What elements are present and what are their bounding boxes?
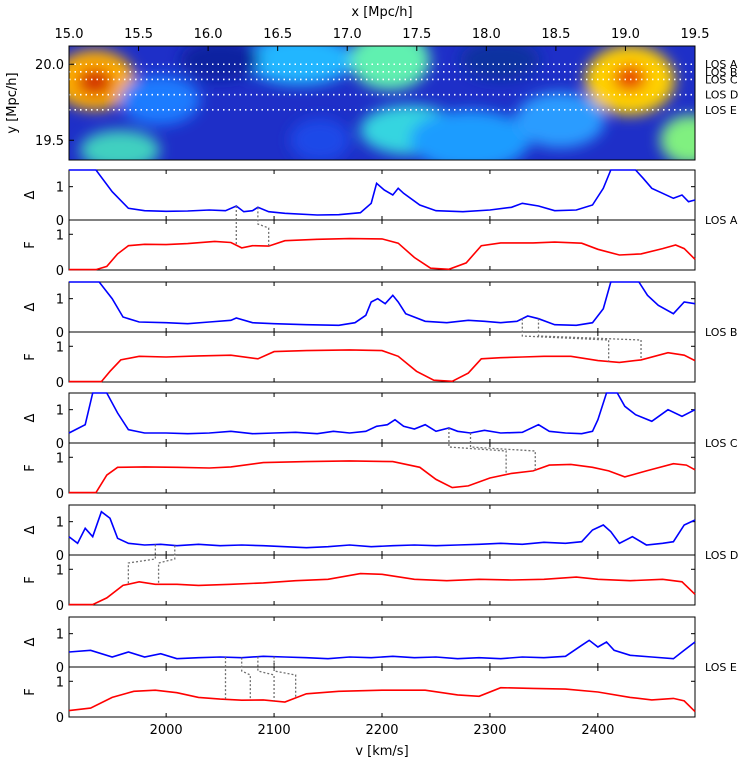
flux-y-tick-label: 0 <box>56 264 64 279</box>
panel-los-label: LOS B <box>705 326 737 339</box>
flux-y-tick-label: 1 <box>56 563 64 578</box>
flux-curve <box>69 237 696 271</box>
delta-y-tick-label: 1 <box>56 516 64 531</box>
flux-curve <box>69 460 696 494</box>
velocity-x-tick-label: 2200 <box>365 723 398 738</box>
flux-y-tick-label: 0 <box>56 487 64 502</box>
delta-axis-label: Δ <box>23 525 38 534</box>
feature-connector <box>521 318 610 362</box>
delta-y-tick-label: 0 <box>56 437 64 452</box>
delta-y-tick-label: 1 <box>56 628 64 643</box>
map-x-tick-label: 18.5 <box>541 27 570 42</box>
panel-los-label: LOS C <box>705 437 738 450</box>
feature-connector <box>157 545 176 585</box>
velocity-x-tick-label: 2100 <box>258 723 291 738</box>
delta-y-tick-label: 0 <box>56 326 64 341</box>
density-curve <box>69 169 696 216</box>
map-y-tick-label: 19.5 <box>35 134 64 149</box>
map-y-tick-label: 20.0 <box>35 58 64 73</box>
map-x-tick-label: 15.5 <box>124 27 153 42</box>
flux-curve <box>69 349 696 383</box>
delta-axes <box>68 169 696 221</box>
flux-axis-label: F <box>23 464 38 471</box>
delta-axis-label: Δ <box>23 190 38 199</box>
delta-y-tick-label: 1 <box>56 181 64 196</box>
delta-y-tick-label: 0 <box>56 661 64 676</box>
flux-curve <box>69 572 696 606</box>
sightline-label: LOS B <box>705 66 737 79</box>
delta-axes <box>68 504 696 556</box>
flux-y-tick-label: 0 <box>56 599 64 614</box>
flux-y-tick-label: 1 <box>56 228 64 243</box>
sightline-label: LOS D <box>705 89 738 102</box>
sightline-label: LOS C <box>705 73 738 86</box>
velocity-x-tick-label: 2300 <box>473 723 506 738</box>
delta-y-tick-label: 0 <box>56 549 64 564</box>
map-x-tick-label: 16.5 <box>263 27 292 42</box>
map-x-tick-label: 17.0 <box>333 27 362 42</box>
feature-connector <box>273 656 297 698</box>
feature-connector <box>127 544 156 585</box>
feature-connector <box>257 656 275 701</box>
panel-los-label: LOS E <box>705 661 737 674</box>
map-x-label: x [Mpc/h] <box>351 5 412 20</box>
panel-los-label: LOS D <box>705 549 738 562</box>
feature-connector <box>241 657 251 701</box>
delta-axes <box>68 281 696 333</box>
map-x-tick-label: 19.0 <box>611 27 640 42</box>
flux-y-tick-label: 1 <box>56 675 64 690</box>
map-x-tick-label: 17.5 <box>402 27 431 42</box>
delta-y-tick-label: 0 <box>56 214 64 229</box>
delta-axis-label: Δ <box>23 637 38 646</box>
flux-axes <box>68 442 696 494</box>
velocity-x-tick-label: 2000 <box>150 723 183 738</box>
map-x-tick-label: 19.5 <box>681 27 710 42</box>
map-y-label: y [Mpc/h] <box>5 72 20 133</box>
sightline-label: LOS E <box>705 104 737 117</box>
velocity-x-label: v [km/s] <box>355 744 408 759</box>
delta-axes <box>68 616 696 668</box>
flux-axis-label: F <box>23 576 38 583</box>
flux-y-tick-label: 0 <box>56 711 64 726</box>
feature-connector <box>537 318 642 360</box>
velocity-x-tick-label: 2400 <box>581 723 614 738</box>
delta-axes <box>68 392 696 444</box>
delta-y-tick-label: 1 <box>56 293 64 308</box>
delta-y-tick-label: 1 <box>56 404 64 419</box>
flux-y-tick-label: 0 <box>56 376 64 391</box>
flux-axis-label: F <box>23 241 38 248</box>
density-curve <box>69 281 696 327</box>
map-axes: 15.0 15.5 16.0 16.5 17.0 17.5 18.0 18.5 19.0 19.5… <box>35 27 738 149</box>
panel-los-label: LOS A <box>705 214 738 227</box>
flux-y-tick-label: 1 <box>56 451 64 466</box>
density-curve <box>68 392 696 435</box>
density-map <box>68 45 696 161</box>
flux-axis-label: F <box>23 353 38 360</box>
feature-connector <box>448 428 507 475</box>
delta-axis-label: Δ <box>23 302 38 311</box>
delta-axis-label: Δ <box>23 413 38 422</box>
flux-y-tick-label: 1 <box>56 340 64 355</box>
map-x-tick-label: 16.0 <box>194 27 223 42</box>
sightline-label: LOS A <box>705 58 738 71</box>
map-x-tick-label: 18.0 <box>472 27 501 42</box>
feature-connector <box>257 207 270 247</box>
feature-connector <box>469 433 536 471</box>
map-x-tick-label: 15.0 <box>55 27 84 42</box>
flux-curve <box>68 686 696 713</box>
flux-axis-label: F <box>23 688 38 695</box>
density-curve <box>68 510 696 549</box>
density-curve <box>68 639 696 660</box>
